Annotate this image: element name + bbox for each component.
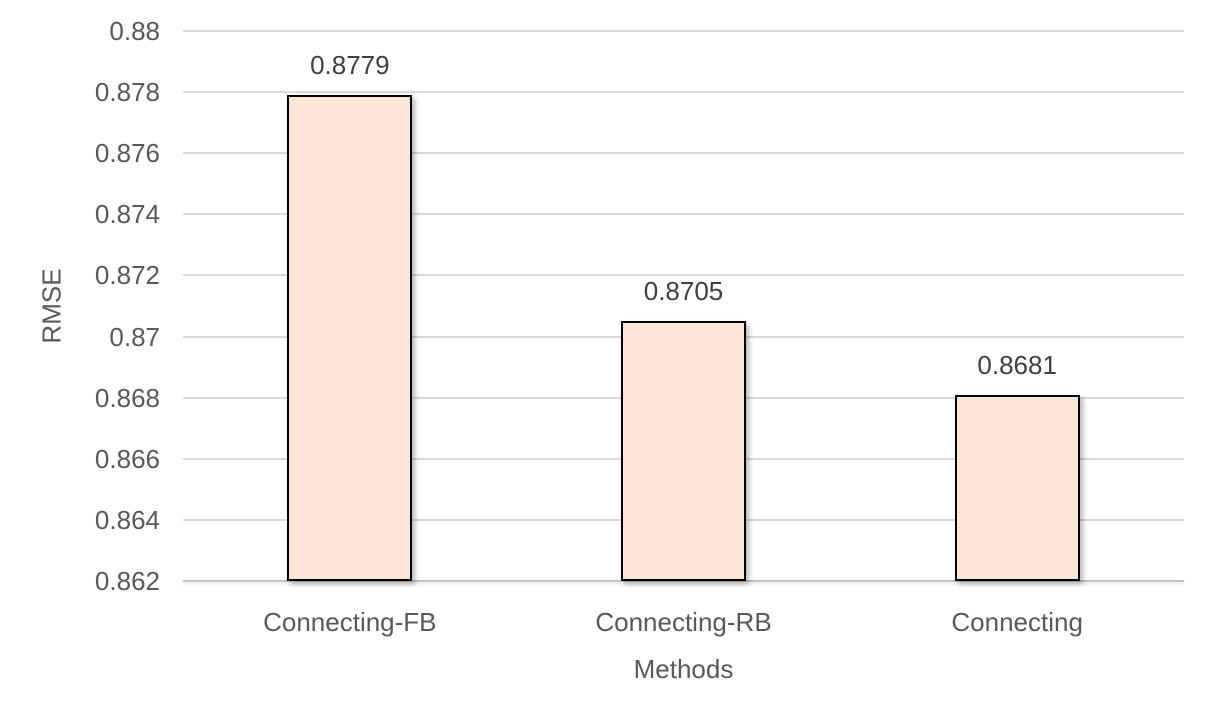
- bar-value-label: 0.8705: [643, 276, 724, 307]
- bar-connecting-rb: [621, 321, 746, 581]
- y-tick-label: 0.864: [94, 504, 160, 535]
- y-tick-label: 0.866: [94, 443, 160, 474]
- gridline: [183, 30, 1184, 32]
- y-tick-label: 0.87: [109, 321, 160, 352]
- y-tick-label: 0.876: [94, 138, 160, 169]
- gridline: [183, 274, 1184, 277]
- x-category-label: Connecting-RB: [595, 607, 772, 637]
- gridline: [183, 91, 1184, 94]
- y-tick-label: 0.88: [109, 16, 160, 46]
- y-tick-label: 0.872: [94, 260, 160, 291]
- bar-connecting: [954, 394, 1080, 581]
- y-tick-label: 0.868: [94, 382, 160, 413]
- bar-connecting-fb: [287, 95, 413, 581]
- y-tick-label: 0.874: [94, 199, 160, 230]
- y-tick-label: 0.878: [94, 77, 160, 108]
- bar-value-label: 0.8681: [977, 349, 1057, 380]
- x-category-label: Connecting: [951, 607, 1083, 637]
- gridline: [183, 213, 1184, 216]
- x-axis-line: [183, 580, 1184, 582]
- y-tick-label: 0.862: [94, 566, 160, 596]
- x-category-label: Connecting-FB: [263, 607, 437, 637]
- bar-value-label: 0.8779: [310, 50, 390, 81]
- x-axis-title: Methods: [633, 654, 734, 684]
- gridline: [183, 152, 1184, 155]
